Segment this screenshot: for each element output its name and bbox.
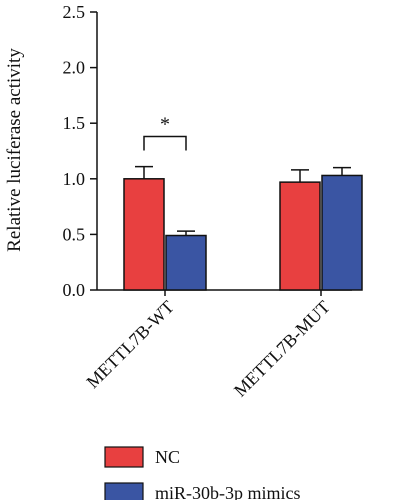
y-tick-label: 1.0 <box>63 169 86 189</box>
y-axis: 0.0 0.5 1.0 1.5 2.0 2.5 <box>63 2 98 300</box>
bar <box>123 178 165 291</box>
bar <box>279 181 321 291</box>
bar <box>165 234 207 291</box>
x-category-label: METTL7B-MUT <box>230 297 334 401</box>
significance-star: * <box>160 114 170 136</box>
bar <box>321 174 363 291</box>
annotations: * <box>143 114 187 151</box>
legend: NC miR-30b-3p mimics <box>104 446 301 500</box>
y-axis-title: Relative luciferase activity <box>4 48 25 252</box>
y-tick-label: 2.5 <box>63 2 86 22</box>
y-tick-label: 0.5 <box>63 224 86 244</box>
legend-swatch <box>104 446 144 468</box>
significance-bracket <box>143 135 187 151</box>
y-tick-label: 1.5 <box>63 113 86 133</box>
legend-label: NC <box>155 447 180 467</box>
x-category-label: METTL7B-WT <box>82 297 177 392</box>
legend-swatch <box>104 482 144 500</box>
x-axis: METTL7B-WT METTL7B-MUT <box>82 289 352 401</box>
y-tick-label: 0.0 <box>63 280 86 300</box>
legend-label: miR-30b-3p mimics <box>155 483 301 500</box>
bars <box>123 165 363 291</box>
y-tick-label: 2.0 <box>63 58 86 78</box>
